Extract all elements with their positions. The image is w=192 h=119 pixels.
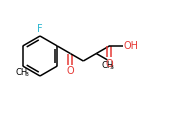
Text: F: F — [37, 25, 43, 35]
Text: 3: 3 — [110, 65, 114, 70]
Text: CH: CH — [102, 61, 114, 70]
Text: CH: CH — [16, 68, 28, 77]
Text: 3: 3 — [24, 72, 28, 77]
Text: OH: OH — [124, 41, 139, 51]
Text: O: O — [105, 59, 113, 69]
Text: O: O — [66, 66, 74, 76]
